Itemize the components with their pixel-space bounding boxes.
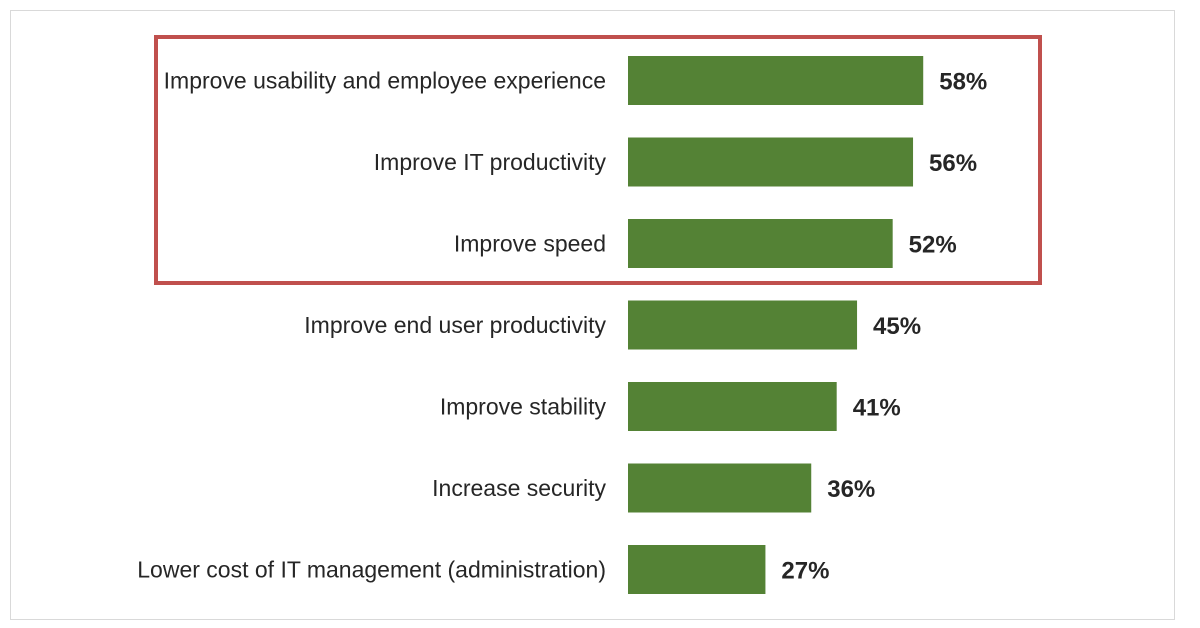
bars-layer [628, 56, 924, 594]
bar-1 [628, 137, 914, 187]
chart-frame [10, 10, 1175, 620]
value-label-3: 45% [873, 313, 921, 340]
category-label-6: Lower cost of IT management (administrat… [137, 557, 606, 583]
category-label-3: Improve end user productivity [304, 312, 606, 338]
category-label-1: Improve IT productivity [374, 149, 607, 175]
value-label-2: 52% [909, 232, 957, 259]
highlight-box [154, 35, 1042, 285]
value-label-4: 41% [853, 395, 901, 422]
category-label-4: Improve stability [440, 394, 607, 420]
category-label-2: Improve speed [454, 231, 606, 257]
labels-layer: Improve usability and employee experienc… [137, 68, 987, 585]
bar-0 [628, 56, 924, 105]
category-label-0: Improve usability and employee experienc… [164, 68, 606, 94]
bar-3 [628, 300, 858, 350]
value-label-1: 56% [929, 150, 977, 177]
category-label-5: Increase security [432, 475, 606, 501]
value-label-0: 58% [939, 69, 987, 96]
value-label-6: 27% [781, 558, 829, 585]
bar-6 [628, 545, 766, 594]
bar-5 [628, 463, 812, 513]
bar-2 [628, 219, 893, 268]
bar-4 [628, 382, 837, 431]
value-label-5: 36% [827, 476, 875, 503]
highlight-layer [154, 35, 1042, 285]
